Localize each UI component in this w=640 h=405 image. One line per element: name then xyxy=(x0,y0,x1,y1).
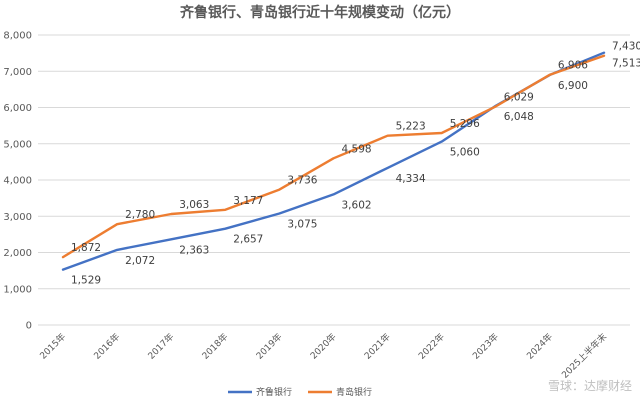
data-label: 1,872 xyxy=(71,242,101,254)
data-label: 6,048 xyxy=(504,111,534,123)
series-line-1 xyxy=(61,51,606,271)
y-tick-label: 8,000 xyxy=(3,31,32,42)
y-tick-label: 2,000 xyxy=(3,248,32,259)
data-label: 4,334 xyxy=(396,173,426,185)
data-label: 3,063 xyxy=(179,199,209,211)
data-label: 2,780 xyxy=(125,209,155,221)
x-tick-label: 2015年 xyxy=(37,331,68,362)
data-label: 5,060 xyxy=(450,147,480,159)
y-tick-label: 5,000 xyxy=(3,139,32,150)
data-label: 6,029 xyxy=(504,91,534,103)
x-tick-label: 2019年 xyxy=(253,331,284,362)
data-label: 3,736 xyxy=(287,175,317,187)
data-label: 5,223 xyxy=(396,121,426,133)
x-tick-label: 2024年 xyxy=(524,331,555,362)
y-axis-ticks: 0 1,000 2,000 3,000 4,000 5,000 6,000 7,000 8,00… xyxy=(3,31,32,332)
chart-title: 齐鲁银行、青岛银行近十年规模变动（亿元） xyxy=(180,4,460,21)
series-layer xyxy=(61,51,606,271)
legend-label: 齐鲁银行 xyxy=(256,386,292,398)
series-line-2 xyxy=(61,54,606,259)
data-label: 2,657 xyxy=(233,234,263,246)
x-tick-label: 2020年 xyxy=(308,331,339,362)
y-tick-label: 7,000 xyxy=(3,67,32,78)
data-label: 6,900 xyxy=(558,80,588,92)
data-label: 7,513 xyxy=(612,58,640,70)
data-label: 7,430 xyxy=(612,41,640,53)
x-tick-label: 2023年 xyxy=(470,331,501,362)
x-axis-ticks: 2015年 2016年 2017年 2018年 2019年 2020年 2021年 2022年… xyxy=(37,331,609,381)
x-tick-label: 2018年 xyxy=(199,331,230,362)
y-tick-label: 0 xyxy=(26,321,32,332)
x-tick-label: 2025上半年末 xyxy=(559,331,609,381)
y-tick-label: 4,000 xyxy=(3,176,32,187)
y-tick-label: 3,000 xyxy=(3,212,32,223)
legend-label: 青岛银行 xyxy=(336,386,372,398)
data-label: 4,598 xyxy=(342,143,372,155)
data-label: 3,075 xyxy=(287,219,317,231)
data-label: 1,529 xyxy=(71,275,101,287)
data-label: 2,072 xyxy=(125,255,155,267)
y-tick-label: 6,000 xyxy=(3,103,32,114)
x-tick-label: 2016年 xyxy=(91,331,122,362)
data-label: 3,177 xyxy=(233,195,263,207)
data-label: 5,296 xyxy=(450,118,480,130)
watermark: 雪球：达摩财经 xyxy=(548,378,632,393)
grid-layer xyxy=(38,34,630,326)
x-tick-label: 2017年 xyxy=(145,331,176,362)
data-label: 6,906 xyxy=(558,60,588,72)
data-labels: 1,529 2,072 2,363 2,657 3,075 3,602 4,334 5,060… xyxy=(71,41,640,287)
data-label: 2,363 xyxy=(179,244,209,256)
data-label: 3,602 xyxy=(342,199,372,211)
y-tick-label: 1,000 xyxy=(3,284,32,295)
legend: 齐鲁银行 青岛银行 xyxy=(228,386,372,398)
x-tick-label: 2021年 xyxy=(362,331,393,362)
x-tick-label: 2022年 xyxy=(416,331,447,362)
